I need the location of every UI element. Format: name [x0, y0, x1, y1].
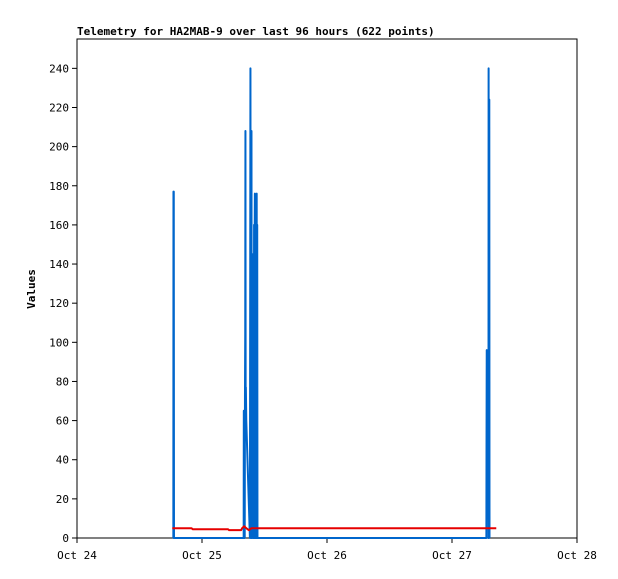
y-tick-label: 60: [56, 415, 69, 428]
y-tick-label: 140: [49, 258, 69, 271]
x-tick-label: Oct 24: [57, 549, 97, 562]
x-tick-label: Oct 28: [557, 549, 597, 562]
y-tick-label: 20: [56, 493, 69, 506]
x-tick-label: Oct 25: [182, 549, 222, 562]
x-tick-label: Oct 26: [307, 549, 347, 562]
plot-area: [76, 38, 578, 539]
y-axis-label: Values: [25, 269, 38, 309]
y-tick-label: 40: [56, 454, 69, 467]
x-axis: Oct 24 Oct 25 Oct 26 Oct 27 Oct 28: [57, 538, 597, 562]
series-layer: [172, 67, 497, 539]
series-line-blue: [172, 67, 491, 539]
y-tick-label: 160: [49, 219, 69, 232]
chart-title: Telemetry for HA2MAB-9 over last 96 hour…: [77, 25, 435, 38]
y-tick-label: 100: [49, 336, 69, 349]
y-tick-label: 80: [56, 375, 69, 388]
y-tick-label: 240: [49, 62, 69, 75]
series-line-red: [172, 525, 497, 532]
x-tick-label: Oct 27: [432, 549, 472, 562]
y-axis: 0 20 40 60 80 100 120 140 160 180 200 220 240: [49, 62, 77, 545]
y-tick-label: 220: [49, 101, 69, 114]
y-tick-label: 120: [49, 297, 69, 310]
y-tick-label: 0: [62, 532, 69, 545]
y-tick-label: 200: [49, 141, 69, 154]
y-tick-label: 180: [49, 180, 69, 193]
